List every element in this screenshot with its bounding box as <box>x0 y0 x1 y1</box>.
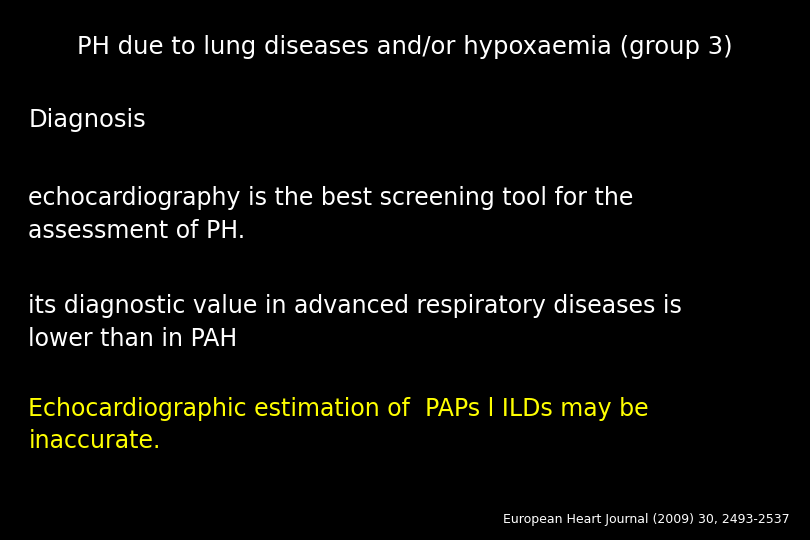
Text: echocardiography is the best screening tool for the
assessment of PH.: echocardiography is the best screening t… <box>28 186 633 243</box>
Text: Echocardiographic estimation of  PAPs l ILDs may be
inaccurate.: Echocardiographic estimation of PAPs l I… <box>28 397 649 454</box>
Text: European Heart Journal (2009) 30, 2493-2537: European Heart Journal (2009) 30, 2493-2… <box>503 514 790 526</box>
Text: PH due to lung diseases and/or hypoxaemia (group 3): PH due to lung diseases and/or hypoxaemi… <box>77 35 733 59</box>
Text: its diagnostic value in advanced respiratory diseases is
lower than in PAH: its diagnostic value in advanced respira… <box>28 294 682 351</box>
Text: Diagnosis: Diagnosis <box>28 108 146 132</box>
